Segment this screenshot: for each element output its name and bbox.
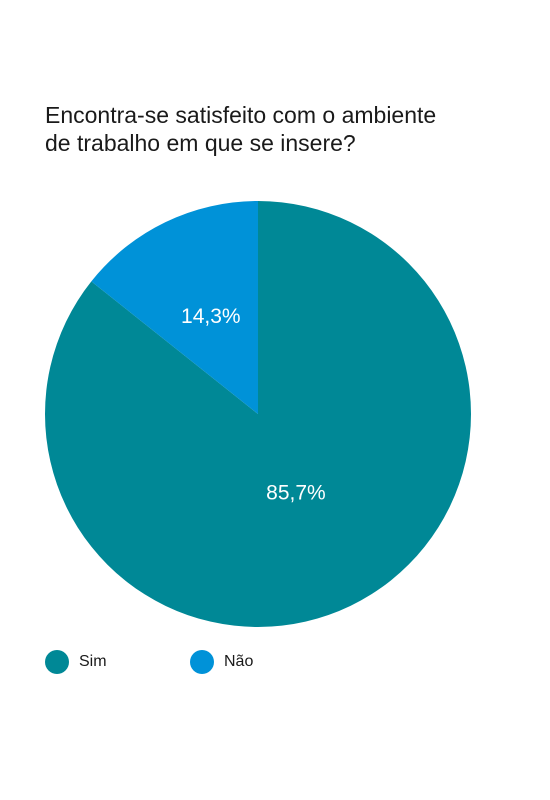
legend-swatch-nao [190, 650, 214, 674]
legend-label-sim: Sim [79, 653, 107, 670]
legend-swatch-sim [45, 650, 69, 674]
chart-title-line-1: Encontra-se satisfeito com o ambiente [45, 102, 437, 128]
slice-label-nao: 14,3% [181, 305, 241, 328]
pie-slice-sim [45, 201, 471, 628]
slice-label-sim: 85,7% [266, 482, 326, 505]
legend-item-sim: Sim [45, 650, 190, 674]
legend-item-nao: Não [190, 650, 253, 674]
pie-slice-nao [91, 201, 258, 414]
chart-title: Encontra-se satisfeito com o ambiente de… [45, 101, 515, 157]
legend-label-nao: Não [224, 653, 254, 670]
legend: Sim Não [45, 650, 253, 674]
chart-title-line-2: de trabalho em que se insere? [45, 130, 356, 156]
